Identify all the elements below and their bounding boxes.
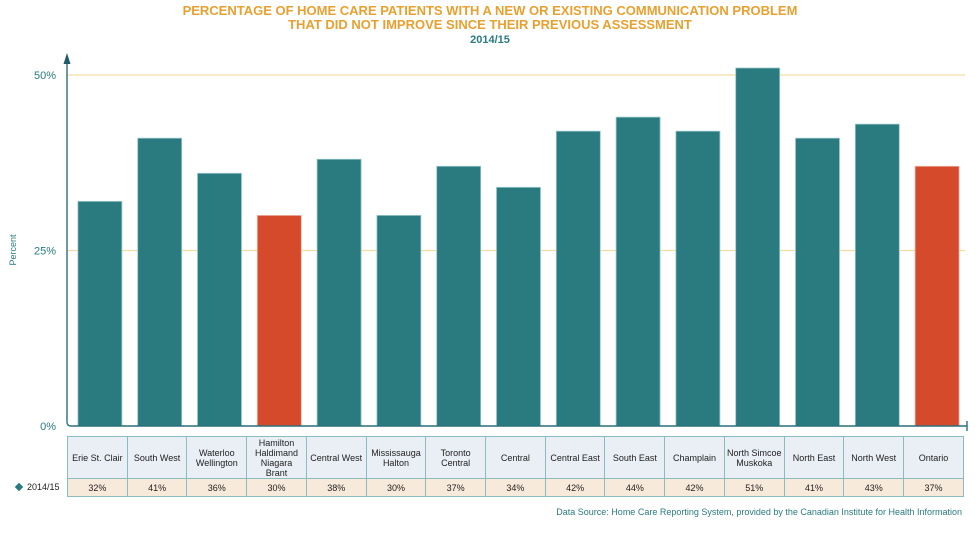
table-header-cell: Hamilton Haldimand Niagara Brant xyxy=(246,436,307,479)
header-line: Wellington xyxy=(195,457,238,468)
header-line: Erie St. Clair xyxy=(72,452,123,463)
bar-hamilton-haldimand-niagara-brant xyxy=(256,214,302,427)
header-line: North East xyxy=(792,452,836,463)
header-line: South East xyxy=(612,452,657,463)
bar-central-east xyxy=(555,130,601,427)
table-header-cell: Waterloo Wellington xyxy=(186,436,248,479)
y-tick-label: 50% xyxy=(34,70,56,82)
table-header-cell: North West xyxy=(843,436,905,479)
bar-north-simcoe-muskoka xyxy=(735,67,781,427)
bar-central-west xyxy=(316,158,362,427)
table-value-cell: 37% xyxy=(425,478,487,497)
legend-label: 2014/15 xyxy=(27,482,60,492)
table-value-cell: 38% xyxy=(305,478,367,497)
table-value-cell: 32% xyxy=(67,478,128,497)
y-axis-arrow-icon xyxy=(63,53,71,64)
table-header-cell: Toronto Central xyxy=(425,436,487,479)
header-line: Mississauga xyxy=(371,447,421,458)
table-header-row: Erie St. Clair South West Waterloo Wellingt… xyxy=(67,436,964,479)
table-value-cell: 43% xyxy=(843,478,905,497)
bar-ontario xyxy=(914,165,960,427)
chart-title-line2: THAT DID NOT IMPROVE SINCE THEIR PREVIOU… xyxy=(288,17,692,32)
table-value-cell: 41% xyxy=(783,478,845,497)
table-value-cell: 42% xyxy=(544,478,606,497)
table-header-cell: Erie St. Clair xyxy=(67,436,128,479)
bar-north-east xyxy=(795,137,840,427)
table-value-row: 32% 41% 36% 30% 38% 30% 37% 34% 42% 44% 42% 51% 41% 4… xyxy=(67,478,964,497)
bar-toronto-central xyxy=(436,165,482,427)
header-line: Champlain xyxy=(673,452,717,463)
header-line: Waterloo xyxy=(198,447,235,458)
bar-waterloo-wellington xyxy=(197,172,242,427)
bar-south-east xyxy=(615,116,661,427)
chart-title: PERCENTAGE OF HOME CARE PATIENTS WITH A … xyxy=(182,3,798,18)
table-header-cell: Mississauga Halton xyxy=(365,436,427,479)
table-value-cell: 34% xyxy=(485,478,546,497)
header-line: Ontario xyxy=(918,452,949,463)
y-tick-label: 0% xyxy=(40,421,56,433)
header-line: South West xyxy=(133,452,181,463)
bar-south-west xyxy=(137,137,183,427)
table-value-cell: 41% xyxy=(126,478,188,497)
header-line: Hamilton xyxy=(258,437,295,448)
header-line: Niagara xyxy=(260,457,293,468)
bar-north-west xyxy=(854,123,900,427)
data-table: Erie St. Clair South West Waterloo Wellingt… xyxy=(67,436,964,497)
header-line: Haldimand xyxy=(255,447,299,458)
table-value-cell: 37% xyxy=(903,478,964,497)
table-value-cell: 36% xyxy=(186,478,248,497)
header-line: Central xyxy=(500,452,530,463)
y-axis-title: Percent xyxy=(8,234,18,266)
table-header-cell: North Simcoe Muskoka xyxy=(723,436,785,479)
y-tick-label: 25% xyxy=(34,246,56,258)
table-header-cell: Ontario xyxy=(903,436,964,479)
header-line: Toronto xyxy=(440,447,471,458)
axis-lines xyxy=(66,60,967,427)
table-value-cell: 30% xyxy=(246,478,307,497)
legend-diamond-icon xyxy=(14,482,24,491)
bar-mississauga-halton xyxy=(376,214,422,427)
table-header-cell: Central West xyxy=(305,436,367,479)
table-value-cell: 44% xyxy=(604,478,666,497)
table-header-cell: Central xyxy=(485,436,546,479)
header-line: Central East xyxy=(550,452,600,463)
header-line: Central West xyxy=(310,452,363,463)
data-source-note: Data Source: Home Care Reporting System,… xyxy=(556,507,962,517)
table-header-cell: South West xyxy=(126,436,188,479)
table-value-cell: 30% xyxy=(365,478,427,497)
table-header-cell: Central East xyxy=(544,436,606,479)
table-value-cell: 42% xyxy=(664,478,725,497)
header-line: Muskoka xyxy=(736,457,773,468)
table-header-cell: Champlain xyxy=(664,436,725,479)
legend-item: 2014/15 xyxy=(14,482,60,492)
table-header-cell: South East xyxy=(604,436,666,479)
table-value-cell: 51% xyxy=(723,478,785,497)
table-header-cell: North East xyxy=(783,436,845,479)
chart-subtitle: 2014/15 xyxy=(470,34,510,46)
bar-chart: 0% 25% 50% Percent xyxy=(8,53,968,433)
bar-erie-st-clair xyxy=(77,200,123,427)
header-line: Halton xyxy=(382,457,409,468)
header-line: Central xyxy=(441,457,471,468)
header-line: North West xyxy=(851,452,897,463)
header-line: North Simcoe xyxy=(727,447,782,458)
bar-champlain xyxy=(675,130,721,427)
header-line: Brant xyxy=(265,467,288,478)
bar-central xyxy=(496,186,541,427)
